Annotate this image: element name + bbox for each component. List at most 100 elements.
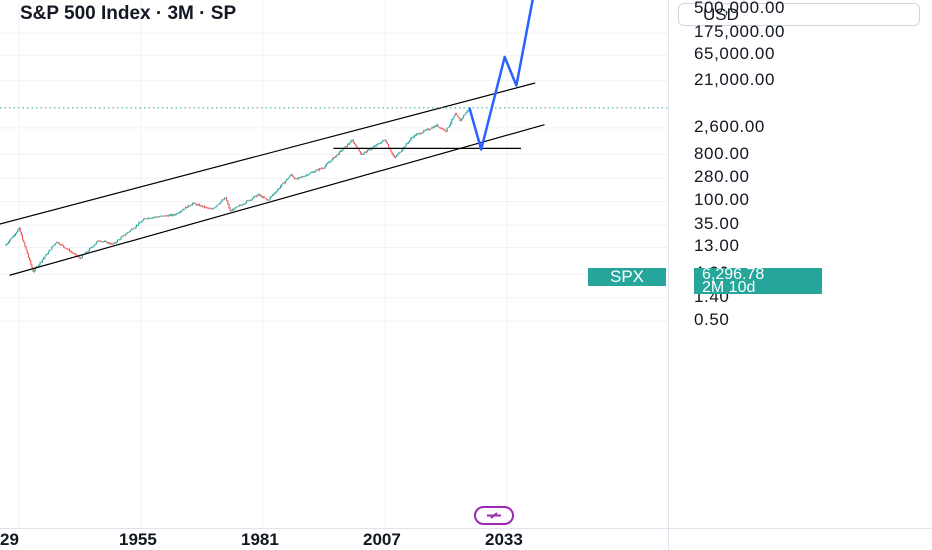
candle-body [355, 143, 357, 146]
candle-body [364, 151, 366, 153]
projection-path [468, 0, 534, 151]
candle-body [244, 202, 246, 204]
candle-body [240, 205, 242, 206]
candle-body [112, 243, 114, 245]
candle-body [11, 237, 13, 239]
candle-body [411, 137, 413, 139]
candle-body [339, 150, 341, 152]
candle-body [274, 192, 276, 194]
candle-body [152, 217, 154, 219]
candle-body [217, 204, 219, 205]
candle-body [169, 214, 171, 216]
candle-body [276, 190, 278, 193]
price-axis-tick-label: 21,000.00 [694, 69, 776, 89]
candle-body [159, 216, 161, 218]
candle-body [27, 253, 29, 258]
candle-body [126, 232, 128, 235]
candle-body [283, 182, 285, 184]
candle-body [273, 193, 275, 196]
candle-body [269, 197, 271, 200]
candle-body [91, 247, 93, 248]
candle-body [243, 203, 245, 205]
time-axis-tick-label: 2033 [485, 530, 523, 549]
candle-body [162, 215, 164, 217]
candle-body [438, 126, 440, 128]
candle-body [386, 142, 388, 145]
candle-body [188, 205, 190, 207]
candle-body [185, 207, 187, 210]
candle-body [263, 196, 265, 198]
candle-body [9, 240, 11, 243]
candle-body [116, 240, 119, 243]
last-price-value: 6,296.78 [702, 266, 765, 283]
candle-body [323, 167, 325, 169]
candle-body [390, 149, 392, 152]
candle-body [341, 150, 343, 152]
time-axis-tick-label: 1955 [119, 530, 157, 549]
candle-body [46, 254, 48, 255]
candle-body [429, 129, 431, 131]
candle-body [18, 227, 20, 230]
candle-body [47, 251, 49, 255]
candle-body [249, 199, 251, 201]
candle-body [212, 208, 214, 210]
currency-selector[interactable]: USD [678, 3, 920, 26]
candle-body [439, 126, 441, 129]
candle-body [254, 195, 256, 197]
candle-body [97, 240, 99, 243]
candle-body [392, 153, 394, 156]
time-axis-divider [0, 528, 932, 529]
candle-body [180, 211, 182, 213]
candle-body [352, 139, 354, 143]
candle-body [176, 213, 178, 215]
candle-body [38, 264, 40, 267]
price-axis-tick-label: 800.00 [694, 143, 750, 163]
candle-body [41, 259, 44, 262]
candle-body [399, 152, 401, 153]
candle-body [95, 242, 97, 244]
candle-body [151, 218, 153, 219]
candle-body [326, 163, 329, 164]
candle-body [321, 168, 323, 169]
candle-body [102, 241, 105, 243]
candle-body [325, 163, 327, 166]
candle-body [7, 242, 9, 244]
candle-body [317, 169, 319, 171]
candle-body [131, 228, 133, 231]
candle-body [299, 177, 302, 178]
candle-body [436, 124, 438, 127]
time-axis-tick-label: 29 [0, 530, 19, 549]
candle-body [281, 184, 283, 187]
candle-body [431, 127, 433, 129]
candle-body [101, 241, 103, 243]
candle-body [190, 204, 192, 206]
candle-body [370, 148, 372, 150]
candle-body [345, 146, 347, 148]
candle-body [100, 241, 102, 242]
candle-body [213, 208, 215, 209]
candle-body [298, 177, 300, 178]
candle-body [133, 228, 135, 230]
candle-body [153, 217, 155, 218]
bar-countdown: 2M 10d [702, 279, 756, 296]
candle-body [268, 199, 270, 201]
candle-body [236, 206, 238, 208]
candle-body [118, 239, 120, 241]
candle-body [450, 122, 452, 126]
candle-body [128, 231, 130, 233]
candle-body [207, 207, 209, 209]
candle-body [138, 222, 140, 226]
candle-body [86, 251, 88, 253]
candle-body [5, 244, 7, 246]
candle-body [193, 202, 195, 204]
candle-body [396, 155, 398, 157]
price-axis-tick-label: 35.00 [694, 214, 740, 234]
candle-body [311, 171, 313, 173]
candle-body [338, 151, 340, 155]
candle-body [68, 249, 70, 252]
candle-body [105, 241, 107, 242]
lightning-logo-icon[interactable] [474, 506, 514, 525]
candle-body [134, 227, 136, 229]
